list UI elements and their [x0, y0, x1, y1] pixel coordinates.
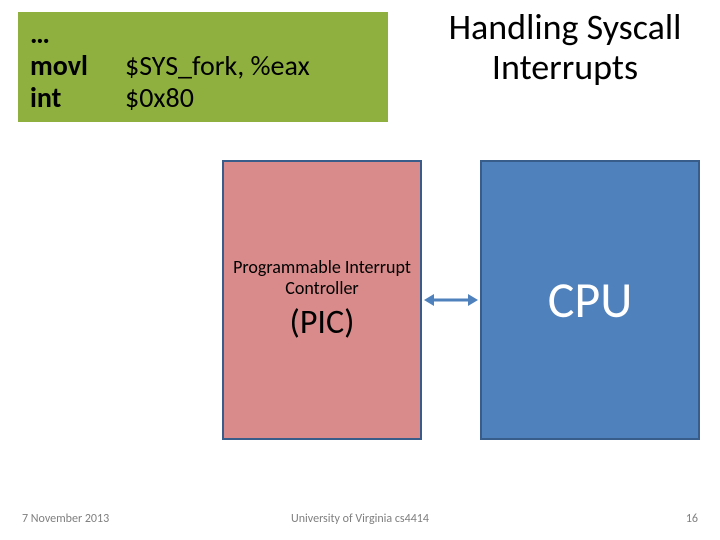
code-op: …: [30, 18, 125, 50]
code-line: …: [30, 18, 376, 50]
code-arg: $SYS_fork, %eax: [125, 50, 310, 82]
pic-label-small: Programmable Interrupt Controller: [224, 257, 420, 298]
slide-title: Handling Syscall Interrupts: [440, 8, 690, 87]
footer-center: University of Virginia cs4414: [0, 512, 720, 526]
pic-label-big: (PIC): [290, 302, 355, 343]
double-arrow-icon: [424, 292, 478, 308]
code-line: int $0x80: [30, 82, 376, 114]
code-arg: $0x80: [125, 82, 194, 114]
cpu-box: CPU: [480, 160, 700, 440]
code-op: int: [30, 82, 125, 114]
code-op: movl: [30, 50, 125, 82]
slide: … movl $SYS_fork, %eax int $0x80 Handlin…: [0, 0, 720, 540]
code-box: … movl $SYS_fork, %eax int $0x80: [18, 12, 388, 122]
code-line: movl $SYS_fork, %eax: [30, 50, 376, 82]
cpu-label: CPU: [548, 270, 633, 331]
pic-box: Programmable Interrupt Controller (PIC): [222, 160, 422, 440]
footer-page: 16: [686, 512, 698, 526]
